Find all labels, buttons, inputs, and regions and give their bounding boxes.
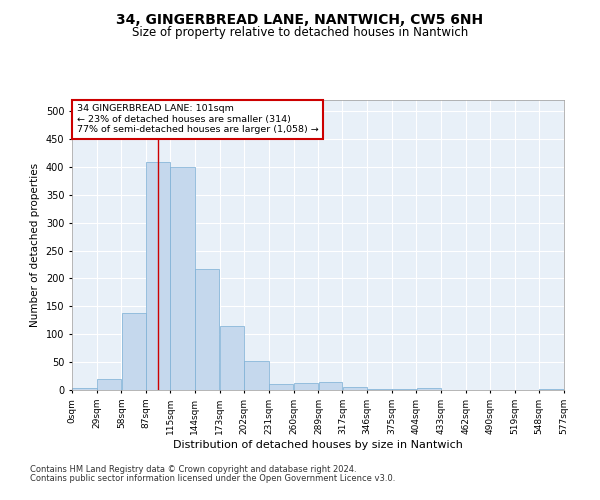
Text: Contains HM Land Registry data © Crown copyright and database right 2024.: Contains HM Land Registry data © Crown c… [30,466,356,474]
Bar [294,383,318,390]
Bar [146,162,170,390]
Text: Size of property relative to detached houses in Nantwich: Size of property relative to detached ho… [132,26,468,39]
Y-axis label: Number of detached properties: Number of detached properties [30,163,40,327]
Bar [220,326,244,390]
Text: 34, GINGERBREAD LANE, NANTWICH, CW5 6NH: 34, GINGERBREAD LANE, NANTWICH, CW5 6NH [116,12,484,26]
Bar [343,386,367,390]
Bar [269,384,293,390]
X-axis label: Distribution of detached houses by size in Nantwich: Distribution of detached houses by size … [173,440,463,450]
Text: Contains public sector information licensed under the Open Government Licence v3: Contains public sector information licen… [30,474,395,483]
Bar [72,388,97,390]
Bar [97,379,121,390]
Bar [539,389,564,390]
Bar [195,269,220,390]
Bar [319,382,342,390]
Text: 34 GINGERBREAD LANE: 101sqm
← 23% of detached houses are smaller (314)
77% of se: 34 GINGERBREAD LANE: 101sqm ← 23% of det… [77,104,319,134]
Bar [170,167,194,390]
Bar [416,388,441,390]
Bar [244,361,269,390]
Bar [122,313,146,390]
